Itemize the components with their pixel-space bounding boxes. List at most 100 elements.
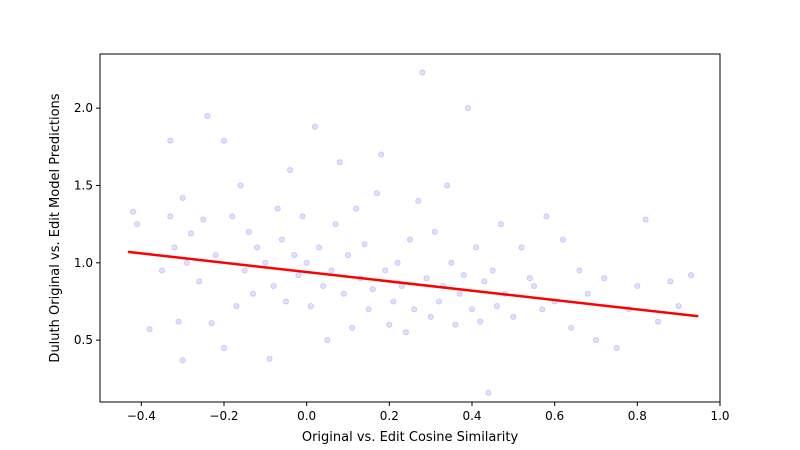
data-point bbox=[303, 259, 310, 266]
data-point bbox=[274, 205, 281, 212]
regression-layer bbox=[127, 250, 699, 318]
data-point bbox=[316, 244, 323, 251]
data-point bbox=[576, 267, 583, 274]
data-point bbox=[365, 306, 372, 313]
data-point bbox=[369, 286, 376, 293]
data-point bbox=[473, 244, 480, 251]
data-point bbox=[531, 282, 538, 289]
data-point bbox=[196, 278, 203, 285]
data-point bbox=[361, 241, 368, 248]
data-point bbox=[229, 213, 236, 220]
data-point bbox=[320, 282, 327, 289]
data-point bbox=[344, 252, 351, 259]
data-point bbox=[431, 228, 438, 235]
data-point bbox=[183, 259, 190, 266]
y-axis-ticks: 0.5 1.0 1.5 2.0 bbox=[74, 101, 100, 347]
data-point bbox=[518, 244, 525, 251]
x-axis-ticks: −0.4 −0.2 0.0 0.2 0.4 0.6 0.8 1.0 bbox=[127, 402, 730, 423]
data-point bbox=[332, 221, 339, 228]
data-point bbox=[282, 298, 289, 305]
data-point bbox=[402, 329, 409, 336]
x-tick-label: 0.0 bbox=[297, 409, 316, 423]
data-point bbox=[510, 313, 517, 320]
data-point bbox=[468, 306, 475, 313]
data-point bbox=[311, 123, 318, 130]
data-point bbox=[200, 216, 207, 223]
data-point bbox=[179, 357, 186, 364]
data-point bbox=[378, 151, 385, 158]
data-point bbox=[634, 282, 641, 289]
x-tick-label: 1.0 bbox=[710, 409, 729, 423]
data-point bbox=[415, 197, 422, 204]
data-point bbox=[295, 272, 302, 279]
data-point bbox=[584, 290, 591, 297]
data-point bbox=[220, 344, 227, 351]
data-point bbox=[175, 318, 182, 325]
data-point bbox=[167, 213, 174, 220]
plot-frame bbox=[99, 53, 721, 403]
x-tick-label: 0.8 bbox=[628, 409, 647, 423]
data-point bbox=[667, 278, 674, 285]
data-point bbox=[204, 112, 211, 119]
data-point bbox=[464, 105, 471, 112]
data-point bbox=[427, 313, 434, 320]
data-point bbox=[220, 137, 227, 144]
data-point bbox=[336, 159, 343, 166]
data-point bbox=[187, 230, 194, 237]
data-point bbox=[212, 252, 219, 259]
y-tick-label: 1.0 bbox=[74, 256, 93, 270]
data-point bbox=[688, 272, 695, 279]
data-point bbox=[390, 298, 397, 305]
data-point bbox=[179, 194, 186, 201]
data-point bbox=[456, 290, 463, 297]
data-point bbox=[287, 166, 294, 173]
data-point bbox=[291, 252, 298, 259]
data-point bbox=[543, 213, 550, 220]
x-tick-label: 0.4 bbox=[462, 409, 481, 423]
data-point bbox=[324, 337, 331, 344]
x-axis-label: Original vs. Edit Cosine Similarity bbox=[302, 430, 519, 445]
data-point bbox=[481, 278, 488, 285]
data-point bbox=[559, 236, 566, 243]
data-point bbox=[642, 216, 649, 223]
data-point bbox=[485, 389, 492, 396]
data-point bbox=[134, 221, 141, 228]
data-point bbox=[593, 337, 600, 344]
data-point bbox=[266, 355, 273, 362]
data-point bbox=[613, 344, 620, 351]
data-point bbox=[539, 306, 546, 313]
data-point bbox=[340, 290, 347, 297]
data-point bbox=[419, 69, 426, 76]
data-point bbox=[353, 205, 360, 212]
data-point bbox=[382, 267, 389, 274]
data-point bbox=[394, 259, 401, 266]
y-tick-label: 1.5 bbox=[74, 178, 93, 192]
x-tick-label: −0.2 bbox=[209, 409, 238, 423]
data-point bbox=[386, 321, 393, 328]
data-point bbox=[254, 244, 261, 251]
data-point bbox=[601, 275, 608, 282]
data-point bbox=[130, 208, 137, 215]
data-point bbox=[241, 267, 248, 274]
data-point bbox=[171, 244, 178, 251]
data-point bbox=[262, 259, 269, 266]
x-tick-label: 0.6 bbox=[545, 409, 564, 423]
y-tick-label: 0.5 bbox=[74, 333, 93, 347]
x-tick-label: −0.4 bbox=[127, 409, 156, 423]
data-point bbox=[444, 182, 451, 189]
data-point bbox=[448, 259, 455, 266]
data-point bbox=[249, 290, 256, 297]
data-point bbox=[655, 318, 662, 325]
data-point bbox=[452, 321, 459, 328]
data-point bbox=[568, 324, 575, 331]
data-point bbox=[406, 236, 413, 243]
data-point bbox=[245, 228, 252, 235]
data-point bbox=[208, 320, 215, 327]
data-point bbox=[423, 275, 430, 282]
y-tick-label: 2.0 bbox=[74, 101, 93, 115]
data-point bbox=[146, 326, 153, 333]
data-point bbox=[460, 272, 467, 279]
x-tick-label: 0.2 bbox=[380, 409, 399, 423]
data-point bbox=[237, 182, 244, 189]
